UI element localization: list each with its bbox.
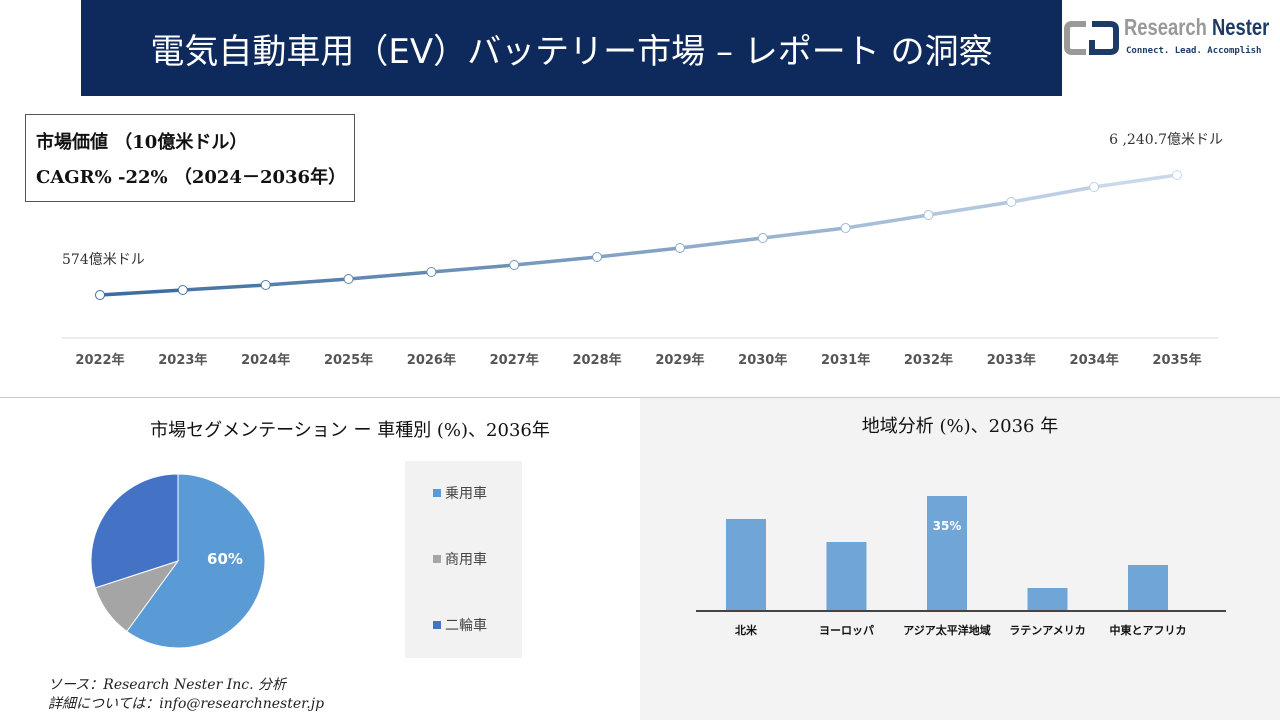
x-tick-label: 2035年 [1152, 352, 1201, 368]
pie-data-label: 60% [207, 550, 243, 568]
logo-tagline: Connect. Lead. Accomplish [1126, 46, 1262, 56]
logo: Research Nester Connect. Lead. Accomplis… [1064, 14, 1280, 64]
legend-item: 商用車 [433, 549, 487, 569]
line-segment [1093, 173, 1178, 189]
bar [826, 542, 867, 611]
x-tick-label: 2026年 [407, 352, 456, 368]
x-tick-label: 2029年 [655, 352, 704, 368]
logo-icon [1064, 21, 1119, 55]
x-tick-label: 2031年 [821, 352, 870, 368]
legend-label: 乗用車 [445, 486, 487, 502]
line-segment [762, 226, 846, 240]
line-segment [348, 270, 432, 281]
data-point [592, 252, 603, 263]
bar [1128, 565, 1168, 611]
legend-swatch [433, 555, 441, 563]
data-label-last: 6 ,240.7億米ドル [1109, 132, 1223, 148]
line-chart: 2022年 2023年 2024年 2025年 2026年 2027年 2028年 2029年… [62, 132, 1223, 368]
line-segment [845, 213, 929, 230]
x-tick-label: 2023年 [158, 352, 207, 368]
legend-item: 二輪車 [433, 615, 487, 635]
metric-box: 市場価値 （10億米ドル） CAGR% -22% （2024－2036年） [25, 114, 355, 202]
line-segment [1010, 185, 1095, 204]
line-segment [928, 200, 1012, 217]
logo-name: Research Nester [1124, 14, 1270, 40]
line-segment [514, 255, 598, 267]
pie-legend: 乗用車 商用車 二輪車 [405, 461, 522, 658]
cagr-label: CAGR% -22% （2024－2036年） [36, 167, 347, 188]
data-point [426, 267, 437, 278]
x-tick-label: 2022年 [75, 352, 124, 368]
data-point [260, 280, 271, 291]
legend-label: 二輪車 [445, 618, 487, 634]
bar [1027, 588, 1068, 611]
x-tick-label: 2034年 [1070, 352, 1119, 368]
pie-slice [90, 473, 179, 589]
legend-swatch [433, 489, 441, 497]
line-segment [99, 288, 183, 297]
x-tick-label: 2024年 [241, 352, 290, 368]
bar [927, 496, 967, 611]
source-note: ソース：Research Nester Inc. 分析 詳細については：info… [48, 676, 324, 714]
bar [726, 519, 766, 611]
x-tick-label: 2028年 [572, 352, 621, 368]
data-point [1172, 170, 1182, 180]
segment-panel: 市場セグメンテーション ー 車種別 (%)、2036年 60% [0, 398, 640, 720]
x-tick-label: ラテンアメリカ [1009, 624, 1085, 637]
pie-chart: 60% [90, 473, 266, 649]
x-tick-label: 北米 [735, 623, 758, 637]
x-tick-label: 2032年 [904, 352, 953, 368]
data-point [840, 223, 851, 234]
line-segment [431, 263, 515, 274]
data-label-first: 574億米ドル [62, 252, 145, 268]
source-line: ソース：Research Nester Inc. 分析 [48, 677, 287, 693]
data-point [923, 210, 934, 221]
line-segment [596, 246, 681, 259]
bar-title: 地域分析 (%)、2036 年 [861, 416, 1059, 437]
x-tick-label: 2033年 [987, 352, 1036, 368]
data-point [757, 233, 768, 244]
contact-line: 詳細については：info@researchnester.jp [48, 696, 325, 712]
data-point [674, 243, 685, 254]
data-point [343, 274, 354, 285]
data-point [95, 290, 105, 300]
legend-item: 乗用車 [433, 483, 487, 503]
data-point [1006, 197, 1017, 208]
legend-swatch [433, 621, 441, 629]
line-segment [679, 236, 763, 250]
pie-slice [126, 473, 266, 649]
divider [0, 397, 1280, 398]
line-segment [182, 283, 266, 292]
region-panel: 地域分析 (%)、2036 年 北米 ヨーロッパ アジア太平洋地域 35% ラテンアメリ… [640, 398, 1280, 720]
bar-chart: 北米 ヨーロッパ アジア太平洋地域 35% ラテンアメリカ 中東とアフリカ [696, 496, 1226, 637]
x-tick-label: 2027年 [490, 352, 539, 368]
x-tick-label: 2030年 [738, 352, 787, 368]
metric-value-label: 市場価値 （10億米ドル） [36, 132, 248, 153]
data-point [509, 260, 520, 271]
x-tick-label: 中東とアフリカ [1110, 623, 1187, 637]
bar-data-label: 35% [933, 519, 962, 533]
data-point [177, 285, 188, 296]
x-tick-label: ヨーロッパ [819, 624, 874, 637]
x-tick-label: アジア太平洋地域 [903, 623, 991, 637]
line-segment [265, 277, 349, 287]
data-point [1089, 182, 1100, 193]
page-title: 電気自動車用（EV）バッテリー市場 – レポート の洞察 [81, 0, 1062, 96]
pie-title: 市場セグメンテーション ー 車種別 (%)、2036年 [150, 420, 550, 441]
x-tick-label: 2025年 [324, 352, 373, 368]
legend-label: 商用車 [445, 552, 487, 568]
